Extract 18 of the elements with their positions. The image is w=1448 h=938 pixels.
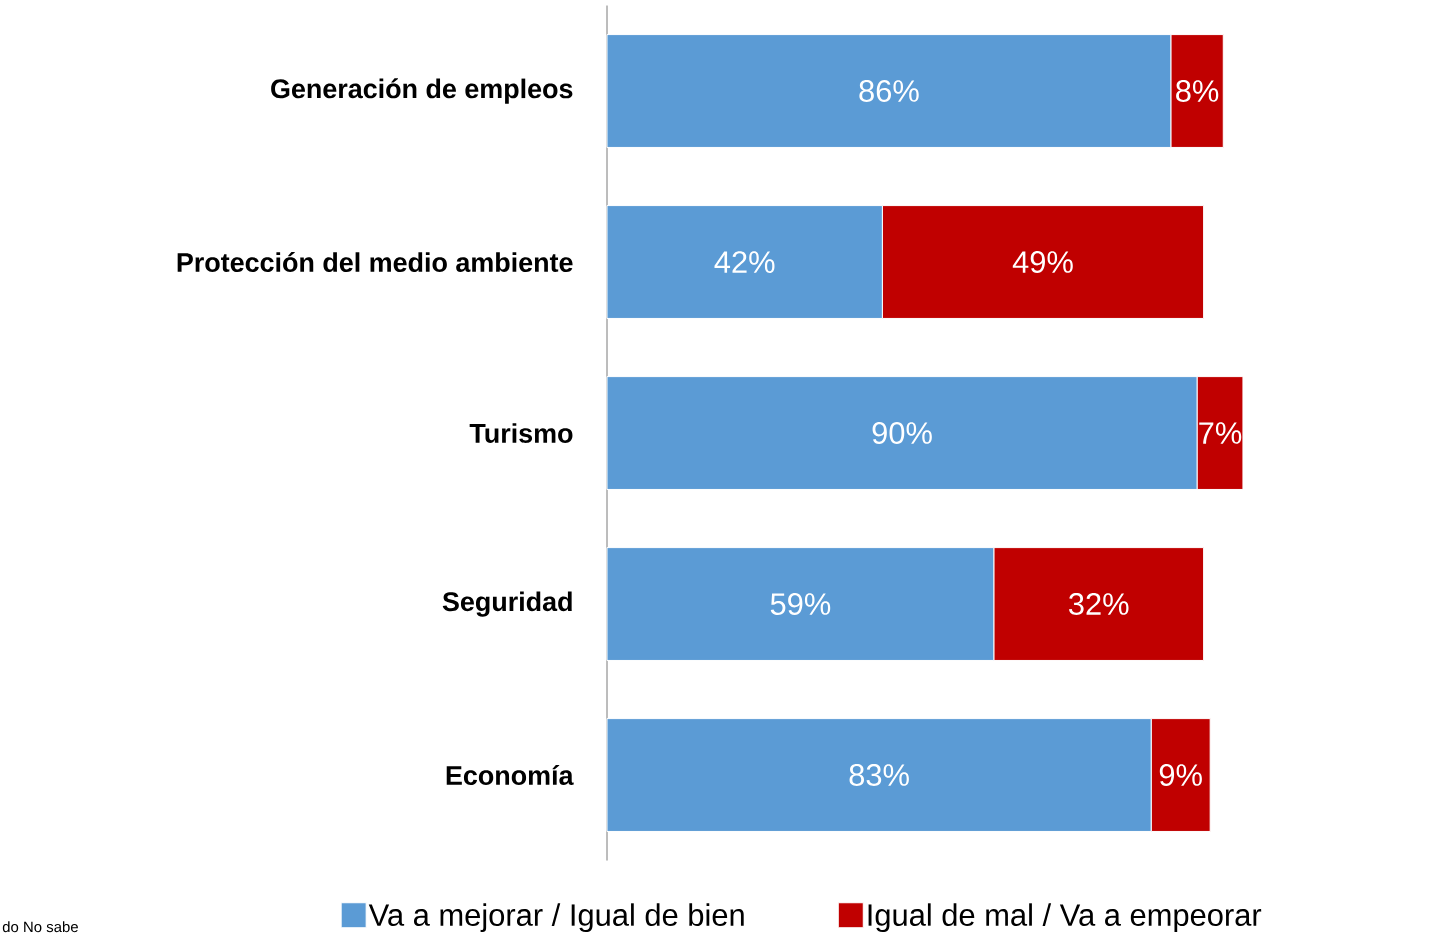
data-label: 83% [849,764,909,786]
data-label: 49% [1012,251,1073,273]
y-tick-label: Seguridad [442,591,572,617]
data-label: 86% [859,80,919,102]
legend-label: Va a mejorar / Igual de bien [368,903,744,933]
data-label: 90% [872,422,932,444]
text: do No sabe [2,921,78,933]
data-label: 32% [1068,593,1129,615]
legend-label: Igual de mal / Va a empeorar [868,903,1262,933]
data-label: 59% [770,593,831,615]
data-label: 7% [1199,422,1242,444]
data-label: 9% [1159,764,1202,786]
y-tick-label: Generación de empleos [271,78,573,104]
data-label: 8% [1176,80,1219,102]
data-label: 42% [714,251,775,273]
y-tick-label: Protección del medio ambiente [177,252,573,273]
y-tick-label: Turismo [469,423,573,443]
y-tick-label: Economía [446,765,574,786]
